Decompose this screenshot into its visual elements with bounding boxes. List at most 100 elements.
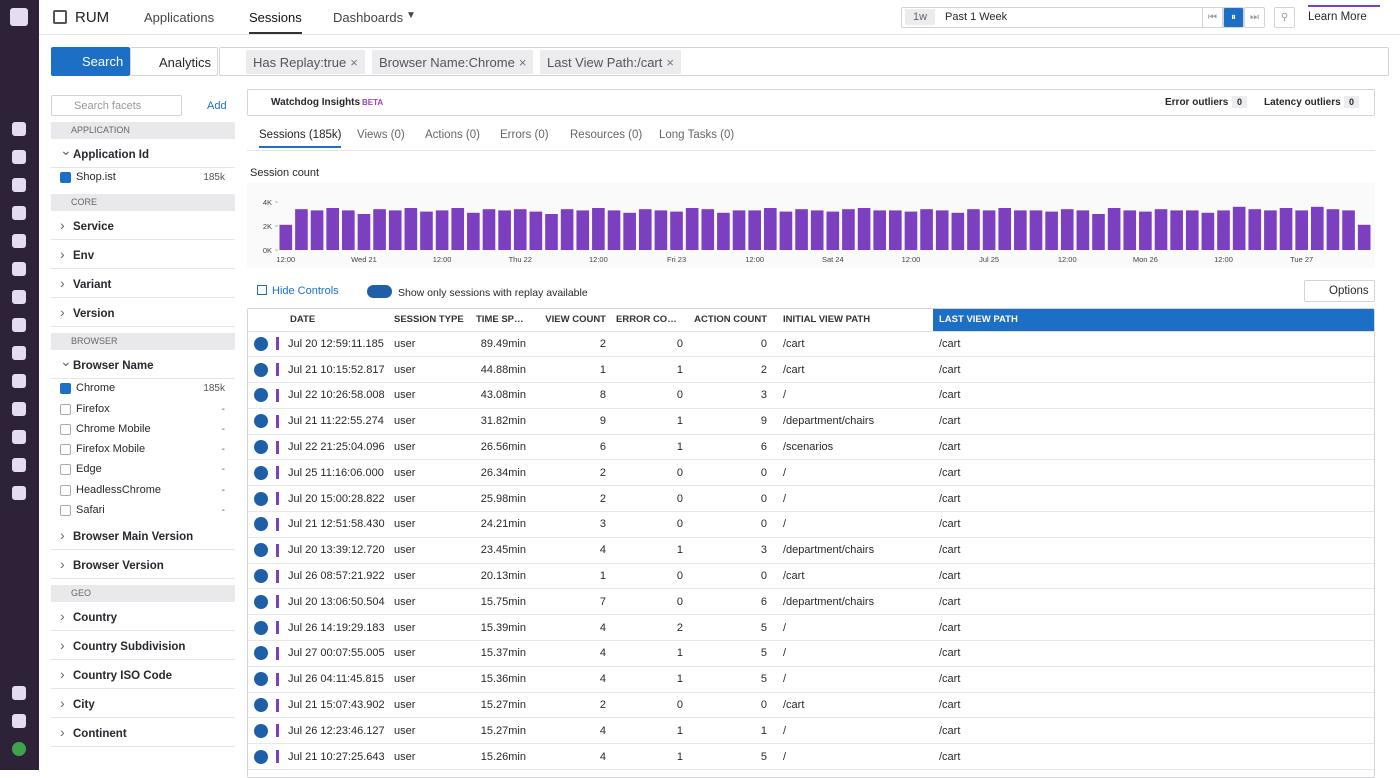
nav-icon[interactable] — [12, 742, 26, 756]
play-button[interactable] — [254, 646, 268, 661]
facet[interactable]: Variant — [51, 269, 235, 299]
time-picker[interactable]: 1w Past 1 Week — [901, 7, 1237, 28]
play-button[interactable] — [254, 440, 268, 455]
add-facet[interactable]: Add — [207, 100, 227, 112]
checkbox[interactable] — [60, 383, 71, 395]
filter-chip[interactable]: Last View Path:/cart × — [540, 50, 681, 74]
session-row[interactable]: Jul 21 12:51:58.430 user 24.21min 3 0 0 / /cart — [248, 511, 1374, 538]
nav-icon[interactable] — [12, 262, 26, 276]
session-row[interactable]: Jul 21 11:22:55.274 user 31.82min 9 1 9/depar… — [248, 408, 1374, 435]
column-header[interactable]: INITIAL VIEW PATH — [777, 309, 933, 332]
session-row[interactable]: Jul 20 13:39:12.720 user 23.45min 4 1 3/depar… — [248, 537, 1374, 564]
facet-option[interactable]: Chrome Mobile - — [51, 420, 235, 440]
play-button[interactable] — [254, 569, 268, 584]
nav-icon[interactable] — [12, 150, 26, 164]
session-row[interactable]: Jul 25 11:16:06.000 user 26.34min 2 0 0 / /cart — [248, 459, 1374, 487]
facet[interactable]: Env — [51, 240, 235, 270]
facet[interactable]: Browser Version — [51, 550, 235, 580]
nav-tab[interactable]: Dashboards — [333, 10, 404, 25]
learn-more[interactable]: Learn More — [1308, 5, 1380, 23]
session-row[interactable]: Jul 22 21:25:04.096 user 26.56min 6 1 6/scena… — [248, 434, 1374, 461]
play-button[interactable] — [254, 362, 268, 377]
session-row[interactable]: Jul 26 08:57:21.922 user 20.13min 1 0 0/cart /… — [248, 563, 1374, 590]
facet[interactable]: Browser Name — [51, 350, 235, 380]
checkbox[interactable] — [60, 464, 71, 476]
facet[interactable]: Browser Main Version — [51, 521, 235, 551]
nav-icon[interactable] — [12, 290, 26, 304]
replay-toggle[interactable]: Show only sessions with replay available — [367, 285, 588, 299]
session-row[interactable]: Jul 26 12:23:46.127 user 15.27min 4 1 1 / /cart — [248, 717, 1374, 745]
play-button[interactable] — [254, 594, 268, 609]
nav-icon[interactable] — [12, 458, 26, 472]
play-button[interactable] — [254, 620, 268, 635]
facet[interactable]: Application Id — [51, 139, 235, 168]
column-header[interactable]: ERROR COUNT — [616, 309, 693, 332]
session-row[interactable]: Jul 26 04:11:45.815 user 15.36min 4 1 5 / /cart — [248, 666, 1374, 693]
play-button[interactable] — [254, 749, 268, 764]
play-button[interactable] — [254, 543, 268, 558]
nav-icon[interactable] — [12, 486, 26, 500]
column-header[interactable]: TIME SPENT — [476, 309, 536, 332]
nav-tab[interactable]: Sessions — [249, 10, 302, 34]
facet-option[interactable]: Chrome 185k — [51, 379, 235, 399]
facet[interactable]: City — [51, 689, 235, 719]
facet[interactable]: Country Subdivision — [51, 631, 235, 661]
checkbox[interactable] — [60, 423, 71, 435]
column-header[interactable]: ACTION COUNT — [693, 309, 777, 332]
nav-icon[interactable] — [12, 430, 26, 444]
play-button[interactable] — [254, 414, 268, 429]
checkbox[interactable] — [60, 484, 71, 496]
facet-option[interactable]: Safari - — [51, 501, 235, 521]
facet[interactable]: Country ISO Code — [51, 660, 235, 690]
results-tab[interactable]: Actions (0) — [425, 129, 480, 141]
play-button[interactable] — [254, 698, 268, 713]
session-row[interactable]: Jul 20 15:00:28.822 user 25.98min 2 0 0 / /cart — [248, 485, 1374, 513]
hide-controls[interactable]: Hide Controls — [257, 285, 339, 297]
play-button[interactable] — [254, 465, 268, 480]
session-row[interactable]: Jul 21 10:15:52.817 user 44.88min 1 1 2/cart /… — [248, 356, 1374, 384]
checkbox[interactable] — [60, 403, 71, 415]
search-button[interactable]: Search — [51, 47, 130, 76]
nav-icon[interactable] — [12, 402, 26, 416]
nav-icon[interactable] — [12, 206, 26, 220]
checkbox[interactable] — [60, 172, 71, 183]
session-row[interactable]: Jul 21 10:27:25.643 user 15.26min 4 1 5 / /cart — [248, 743, 1374, 771]
facet[interactable]: Country — [51, 602, 235, 632]
session-row[interactable]: Jul 27 00:07:55.005 user 15.37min 4 1 5 / /cart — [248, 640, 1374, 667]
time-control[interactable]: ⏮ — [1202, 7, 1223, 28]
session-row[interactable]: Jul 20 13:06:50.504 user 15.75min 7 0 6/depar… — [248, 588, 1374, 616]
session-row[interactable]: Jul 21 15:07:43.902 user 15.27min 2 0 0/cart /… — [248, 692, 1374, 719]
nav-icon[interactable] — [12, 178, 26, 192]
time-control[interactable]: ⏸ — [1223, 7, 1244, 28]
nav-icon[interactable] — [12, 714, 26, 728]
column-header[interactable]: DATE — [248, 309, 388, 332]
session-row[interactable]: Jul 22 10:26:58.008 user 43.08min 8 0 3 / /cart — [248, 382, 1374, 409]
play-button[interactable] — [254, 491, 268, 506]
results-tab[interactable]: Resources (0) — [570, 129, 643, 141]
nav-icon[interactable] — [12, 686, 26, 700]
nav-icon[interactable] — [12, 374, 26, 388]
column-header[interactable]: VIEW COUNT — [536, 309, 616, 332]
column-header[interactable]: LAST VIEW PATH — [933, 309, 1374, 332]
nav-icon[interactable] — [12, 234, 26, 248]
nav-icon[interactable] — [10, 8, 28, 26]
facet[interactable]: Version — [51, 298, 235, 328]
time-control[interactable]: ⏭ — [1244, 7, 1265, 28]
play-button[interactable] — [254, 672, 268, 687]
play-button[interactable] — [254, 388, 268, 403]
filter-chip[interactable]: Browser Name:Chrome × — [372, 50, 534, 74]
results-tab[interactable]: Long Tasks (0) — [659, 129, 735, 141]
checkbox[interactable] — [60, 444, 71, 456]
facet-search[interactable]: Search facets — [51, 95, 182, 116]
facet-option[interactable]: Firefox - — [51, 400, 235, 420]
filter-chip[interactable]: Has Replay:true × — [246, 50, 365, 74]
facet-option[interactable]: Edge - — [51, 460, 235, 480]
nav-icon[interactable] — [12, 318, 26, 332]
options-button[interactable]: Options — [1304, 280, 1375, 302]
results-tab[interactable]: Views (0) — [357, 129, 405, 141]
nav-icon[interactable] — [12, 346, 26, 360]
results-tab[interactable]: Errors (0) — [500, 129, 549, 141]
facet[interactable]: Service — [51, 211, 235, 241]
nav-icon[interactable] — [12, 122, 26, 136]
column-header[interactable]: SESSION TYPE — [388, 309, 476, 332]
